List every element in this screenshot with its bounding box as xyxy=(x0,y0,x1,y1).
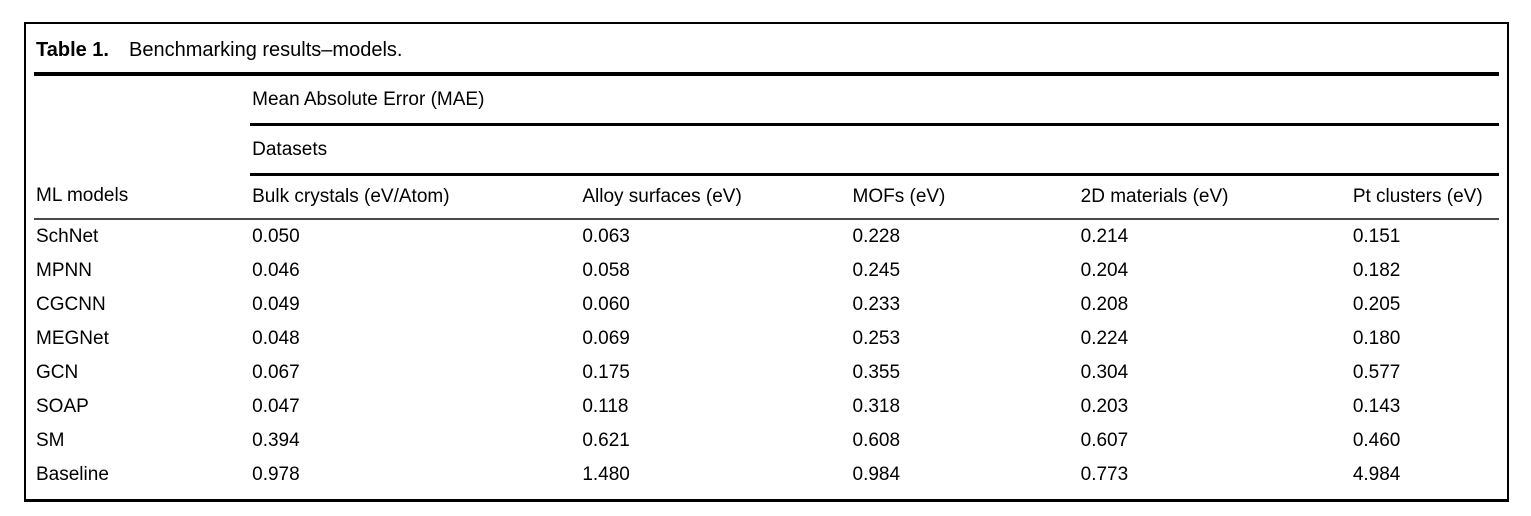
model-cell: MPNN xyxy=(36,260,92,281)
benchmark-table-box: Table 1. Benchmarking results–models. Me… xyxy=(24,22,1509,502)
value-cell: 0.773 xyxy=(1080,464,1129,485)
table-row: MEGNet 0.048 0.069 0.253 0.224 0.180 xyxy=(34,322,1499,356)
table-row: CGCNN 0.049 0.060 0.233 0.208 0.205 xyxy=(34,288,1499,322)
value-cell: 0.460 xyxy=(1352,430,1401,451)
value-cell: 0.607 xyxy=(1080,430,1129,451)
column-header-ml-models: ML models xyxy=(34,174,251,220)
value-cell: 0.621 xyxy=(582,430,630,451)
model-cell: CGCNN xyxy=(36,294,106,315)
column-header-row: ML models Bulk crystals (eV/Atom) Alloy … xyxy=(34,174,1499,220)
value-cell: 0.047 xyxy=(252,396,300,417)
value-cell: 0.182 xyxy=(1352,260,1401,281)
subgroup-header-row: Datasets xyxy=(34,124,1499,176)
value-cell: 0.608 xyxy=(852,430,901,451)
value-cell: 0.203 xyxy=(1080,396,1129,417)
value-cell: 0.060 xyxy=(582,294,630,315)
value-cell: 0.394 xyxy=(252,430,300,451)
table-row: SchNet 0.050 0.063 0.228 0.214 0.151 xyxy=(34,219,1499,254)
subgroup-header-cell: Datasets xyxy=(250,124,1499,176)
value-cell: 0.063 xyxy=(582,226,630,247)
table-row: SOAP 0.047 0.118 0.318 0.203 0.143 xyxy=(34,390,1499,424)
value-cell: 0.069 xyxy=(582,328,630,349)
value-cell: 0.058 xyxy=(582,260,630,281)
group-header-row: Mean Absolute Error (MAE) xyxy=(34,76,1499,126)
table-caption: Benchmarking results–models. xyxy=(129,39,403,61)
value-cell: 0.046 xyxy=(252,260,300,281)
value-cell: 0.304 xyxy=(1080,362,1129,383)
value-cell: 0.214 xyxy=(1080,226,1129,247)
value-cell: 0.143 xyxy=(1352,396,1401,417)
value-cell: 0.050 xyxy=(252,226,300,247)
model-cell: SchNet xyxy=(36,226,99,247)
value-cell: 0.224 xyxy=(1080,328,1129,349)
value-cell: 0.253 xyxy=(852,328,901,349)
value-cell: 0.318 xyxy=(852,396,901,417)
model-cell: MEGNet xyxy=(36,328,109,349)
table-row: GCN 0.067 0.175 0.355 0.304 0.577 xyxy=(34,356,1499,390)
value-cell: 0.577 xyxy=(1352,362,1401,383)
column-header-bulk-crystals: Bulk crystals (eV/Atom) xyxy=(250,174,581,220)
value-cell: 0.175 xyxy=(582,362,630,383)
table-number-label: Table 1. xyxy=(36,39,109,61)
benchmark-table: Mean Absolute Error (MAE) Datasets ML mo… xyxy=(34,76,1499,492)
table-title: Table 1. Benchmarking results–models. xyxy=(34,24,1499,76)
column-header-mofs: MOFs (eV) xyxy=(850,174,1079,220)
value-cell: 0.978 xyxy=(252,464,300,485)
value-cell: 0.208 xyxy=(1080,294,1129,315)
column-header-2d-materials: 2D materials (eV) xyxy=(1078,174,1351,220)
model-cell: SM xyxy=(36,430,65,451)
column-header-alloy-surfaces: Alloy surfaces (eV) xyxy=(580,174,851,220)
model-cell: SOAP xyxy=(36,396,89,417)
table-row: Baseline 0.978 1.480 0.984 0.773 4.984 xyxy=(34,458,1499,492)
value-cell: 0.118 xyxy=(582,396,629,417)
value-cell: 0.233 xyxy=(852,294,901,315)
value-cell: 0.228 xyxy=(852,226,901,247)
value-cell: 4.984 xyxy=(1352,464,1401,485)
value-cell: 0.151 xyxy=(1352,226,1401,247)
group-header-cell: Mean Absolute Error (MAE) xyxy=(250,76,1499,126)
empty-corner-cell xyxy=(34,76,250,125)
model-cell: Baseline xyxy=(36,464,109,485)
value-cell: 0.049 xyxy=(252,294,300,315)
value-cell: 0.355 xyxy=(852,362,901,383)
value-cell: 0.180 xyxy=(1352,328,1401,349)
column-header-pt-clusters: Pt clusters (eV) xyxy=(1350,174,1499,220)
empty-corner-cell xyxy=(34,125,250,175)
table-row: SM 0.394 0.621 0.608 0.607 0.460 xyxy=(34,424,1499,458)
model-cell: GCN xyxy=(36,362,79,383)
value-cell: 0.205 xyxy=(1352,294,1401,315)
table-row: MPNN 0.046 0.058 0.245 0.204 0.182 xyxy=(34,254,1499,288)
value-cell: 0.204 xyxy=(1080,260,1129,281)
value-cell: 1.480 xyxy=(582,464,630,485)
value-cell: 0.984 xyxy=(852,464,901,485)
value-cell: 0.245 xyxy=(852,260,901,281)
value-cell: 0.048 xyxy=(252,328,300,349)
value-cell: 0.067 xyxy=(252,362,300,383)
